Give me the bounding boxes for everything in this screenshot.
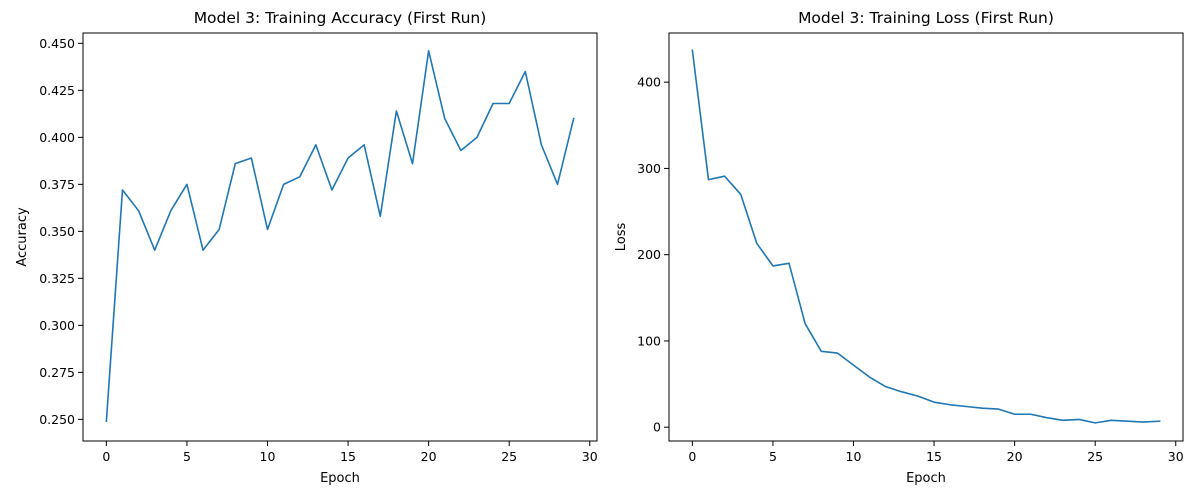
y-tick-label: 400	[637, 75, 661, 90]
x-tick-label: 25	[501, 449, 517, 464]
y-tick-label: 0.300	[39, 318, 75, 333]
accuracy-chart: Model 3: Training Accuracy (First Run) E…	[15, 9, 598, 486]
y-tick-label: 0.375	[39, 177, 75, 192]
y-axis-ticks: 0 100 200 300 400	[637, 75, 669, 435]
chart-title: Model 3: Training Accuracy (First Run)	[194, 9, 487, 27]
x-tick-label: 25	[1087, 449, 1103, 464]
chart-title: Model 3: Training Loss (First Run)	[798, 9, 1054, 27]
x-axis-label: Epoch	[320, 471, 360, 486]
x-tick-label: 0	[688, 449, 696, 464]
x-tick-label: 30	[1168, 449, 1184, 464]
axes-frame	[82, 32, 598, 442]
x-axis-ticks: 0 5 10 15 20 25 30	[102, 441, 598, 464]
y-tick-label: 0.450	[39, 36, 75, 51]
x-tick-label: 5	[183, 449, 191, 464]
series-line	[105, 50, 575, 423]
loss-chart: Model 3: Training Loss (First Run) Epoch…	[614, 9, 1184, 486]
y-tick-label: 100	[637, 333, 661, 348]
x-tick-label: 5	[769, 449, 777, 464]
y-axis-label: Accuracy	[15, 207, 30, 267]
y-tick-label: 0.400	[39, 130, 75, 145]
series-line	[691, 49, 1161, 424]
x-tick-label: 15	[340, 449, 356, 464]
x-tick-label: 10	[260, 449, 276, 464]
x-tick-label: 10	[846, 449, 862, 464]
x-axis-ticks: 0 5 10 15 20 25 30	[688, 441, 1184, 464]
x-tick-label: 0	[102, 449, 110, 464]
y-axis-label: Loss	[614, 223, 629, 252]
plot-area	[105, 50, 575, 423]
y-tick-label: 0.250	[39, 412, 75, 427]
plot-area	[691, 49, 1161, 424]
y-tick-label: 0.325	[39, 271, 75, 286]
y-tick-label: 0.425	[39, 83, 75, 98]
y-axis-ticks: 0.250 0.275 0.300 0.325 0.350 0.375 0.400 0.425…	[39, 36, 83, 427]
axes-frame	[668, 32, 1184, 442]
y-tick-label: 0.350	[39, 224, 75, 239]
x-tick-label: 15	[926, 449, 942, 464]
x-tick-label: 20	[1007, 449, 1023, 464]
x-axis-label: Epoch	[906, 471, 946, 486]
y-tick-label: 0.275	[39, 365, 75, 380]
x-tick-label: 30	[582, 449, 598, 464]
y-tick-label: 0	[653, 420, 661, 435]
y-tick-label: 200	[637, 247, 661, 262]
y-tick-label: 300	[637, 161, 661, 176]
x-tick-label: 20	[421, 449, 437, 464]
